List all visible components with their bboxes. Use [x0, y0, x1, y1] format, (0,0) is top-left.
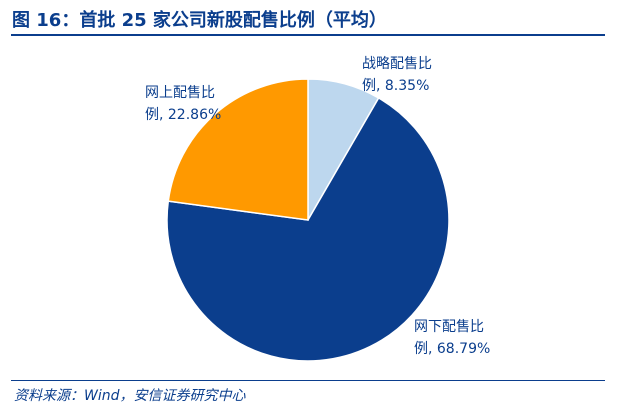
pie-label-strategic: 战略配售比例, 8.35%: [362, 56, 432, 94]
pie-label-online: 网上配售比例, 22.86%: [145, 85, 221, 123]
chart-title: 图 16：首批 25 家公司新股配售比例（平均）: [12, 10, 387, 31]
pie-slice-online: [167, 78, 309, 221]
title-rule: [11, 34, 605, 36]
footer-rule: [11, 380, 605, 381]
pie-labels: 战略配售比例, 8.35% 网下配售比例, 68.79% 网上配售比例, 22.86…: [145, 56, 490, 357]
source-note: 资料来源：Wind，安信证券研究中心: [14, 388, 246, 404]
pie-label-offline: 网下配售比例, 68.79%: [414, 319, 490, 357]
pie-slices: [166, 78, 450, 362]
pie-slice-offline: [166, 96, 450, 362]
